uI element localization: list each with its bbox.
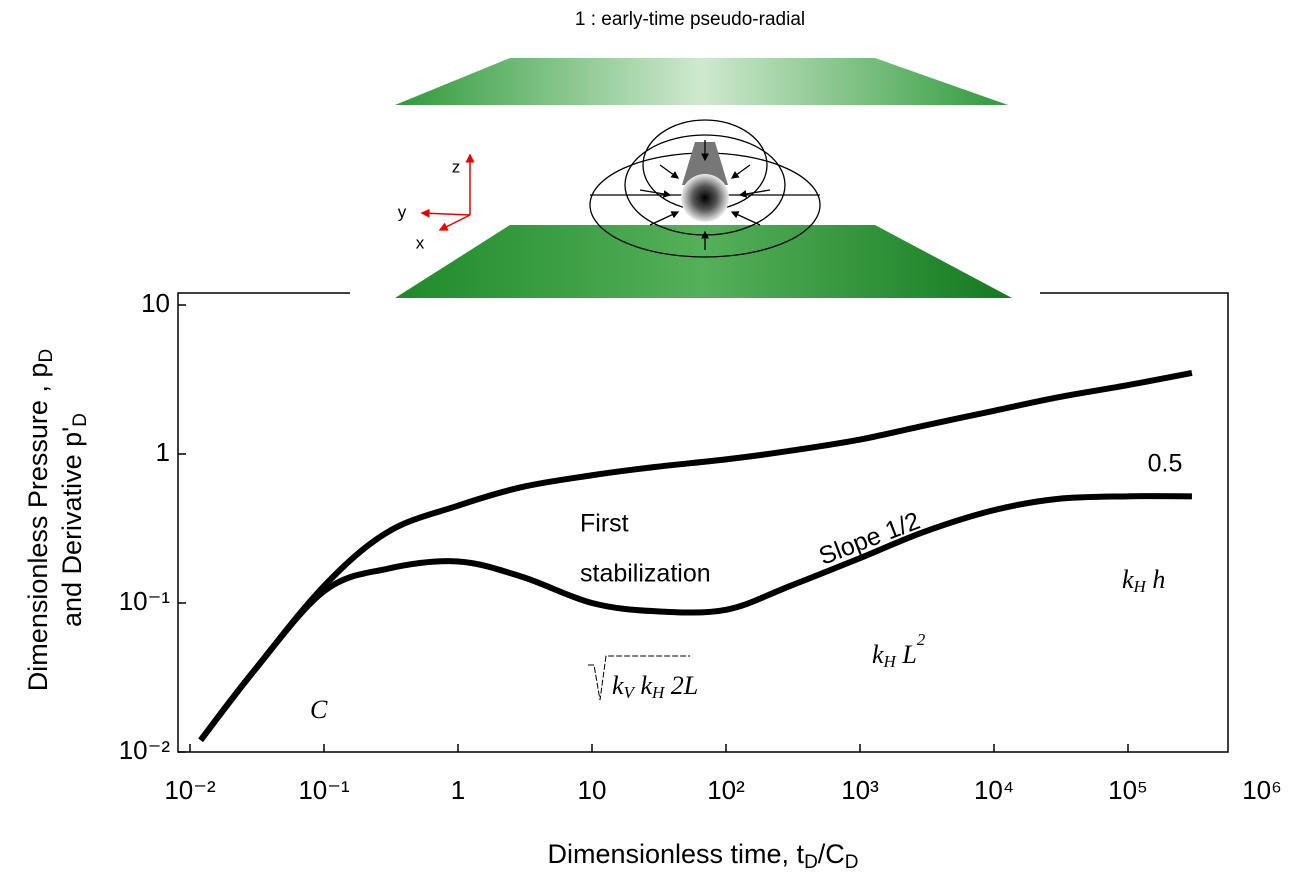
annotation: stabilization <box>580 560 711 588</box>
diagram-title: 1 : early-time pseudo-radial <box>575 9 805 30</box>
axis-name: y <box>398 202 407 221</box>
text-part: k <box>1122 565 1134 594</box>
text-part: and Derivative p' <box>57 427 87 627</box>
top-plane <box>395 58 1008 105</box>
plot-frame <box>178 293 1228 752</box>
text-part: 2 <box>917 630 926 649</box>
text-part: k <box>612 671 624 700</box>
x-tick-label: 10⁻¹ <box>298 775 350 805</box>
annotation: C <box>310 695 328 724</box>
text-part: L <box>896 640 917 669</box>
y-axis-title: Dimensionless Pressure , pD and Derivati… <box>23 349 91 691</box>
x-axis-title: Dimensionless time, tD/CD <box>547 839 858 873</box>
y-tick-label: 10 <box>141 288 170 318</box>
x-tick-label: 10⁶ <box>1242 775 1282 805</box>
axis-name: z <box>452 157 461 176</box>
text-part: Dimensionless time, t <box>547 839 804 869</box>
text-part: k <box>634 671 653 700</box>
curve <box>201 496 1192 740</box>
x-tick-label: 1 <box>451 775 465 805</box>
text-part: /C <box>818 839 845 869</box>
text-part: D <box>36 349 57 363</box>
reservoir-diagram <box>395 58 1012 298</box>
y-tick-label: 10⁻¹ <box>119 586 171 616</box>
annotation: First <box>580 510 629 538</box>
well <box>681 174 729 222</box>
bottom-plane <box>395 225 1012 298</box>
formula: kH h <box>1122 565 1165 596</box>
annotation: 0.5 <box>1148 450 1183 478</box>
y-axis-title-line: and Derivative p'D <box>57 413 91 627</box>
x-tick-label: 10 <box>578 775 607 805</box>
text-part: D <box>70 413 91 427</box>
y-tick-label: 10⁻² <box>119 735 171 765</box>
page: 1 : early-time pseudo-radial z y x Dimen… <box>0 0 1295 878</box>
text-part: h <box>1146 565 1166 594</box>
axis-name: x <box>416 233 425 252</box>
text-part: Dimensionless Pressure , p <box>23 363 53 692</box>
text-part: k <box>872 640 884 669</box>
axes-triad <box>422 155 470 230</box>
x-tick-label: 10⁴ <box>974 775 1014 805</box>
x-tick-label: 10⁵ <box>1108 775 1148 805</box>
text-part: 2L <box>664 671 698 700</box>
y-axis-title-line: Dimensionless Pressure , pD <box>23 349 57 691</box>
text-part: D <box>804 852 818 873</box>
x-tick-label: 10³ <box>841 775 879 805</box>
formula: kV kH 2L <box>612 671 698 702</box>
x-tick-label: 10⁻² <box>164 775 216 805</box>
text-part: D <box>845 852 859 873</box>
y-tick-label: 1 <box>156 437 170 467</box>
formula: kH L2 <box>872 630 926 671</box>
x-tick-label: 10² <box>707 775 745 805</box>
chart: 1 : early-time pseudo-radial z y x Dimen… <box>0 0 1295 878</box>
